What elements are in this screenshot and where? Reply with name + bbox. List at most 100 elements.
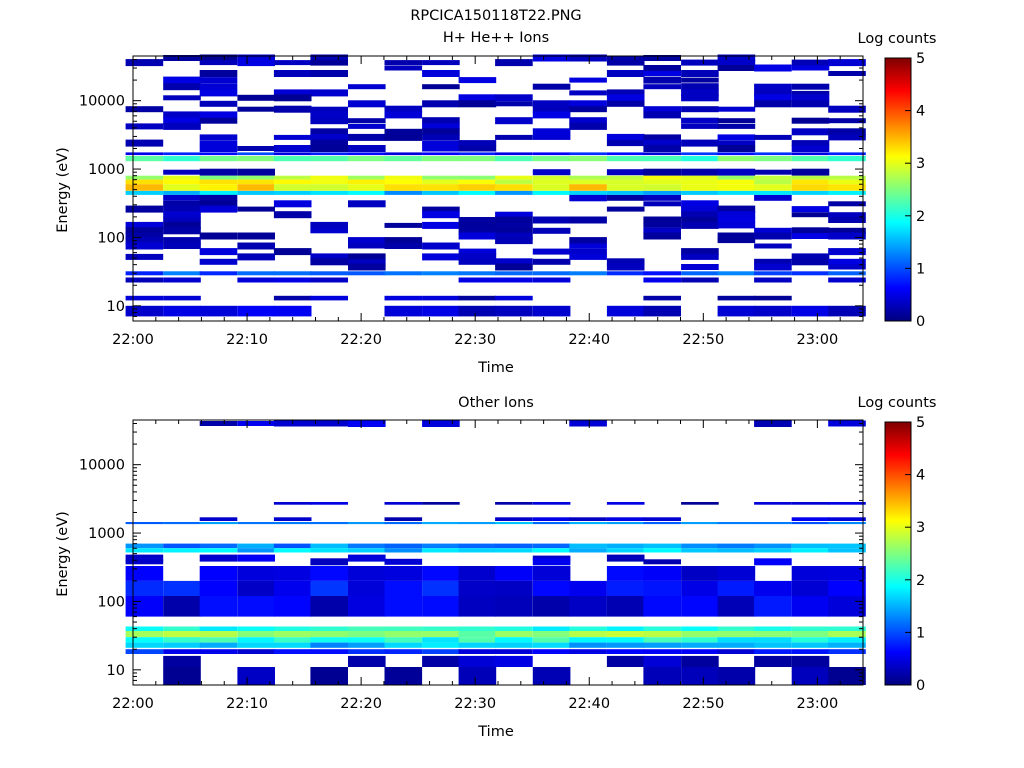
heatmap-cell — [532, 54, 571, 62]
heatmap-cell — [791, 179, 830, 185]
colorbar-label: Log counts — [858, 31, 937, 47]
heatmap-cell — [273, 502, 312, 505]
heatmap-cell — [237, 168, 275, 176]
heatmap-cell — [681, 596, 719, 617]
heatmap-cell — [495, 637, 533, 643]
heatmap-cell — [348, 566, 386, 581]
heatmap-cell — [791, 655, 830, 667]
heatmap-cell — [717, 631, 756, 638]
heatmap-cell — [199, 421, 238, 426]
heatmap-cell — [273, 70, 312, 77]
heatmap-cell — [791, 642, 830, 648]
heatmap-cell — [643, 76, 681, 84]
heatmap-cell — [754, 100, 792, 108]
heatmap-cell — [791, 59, 830, 66]
heatmap-cell — [717, 118, 756, 124]
heatmap-cell — [348, 554, 386, 562]
heatmap-cell — [717, 548, 756, 553]
heatmap-cell — [681, 543, 719, 549]
heatmap-cell — [717, 626, 756, 631]
heatmap-cell — [422, 70, 460, 77]
heatmap-cells — [125, 54, 866, 317]
heatmap-cell — [163, 55, 201, 61]
heatmap-cell — [310, 649, 348, 654]
heatmap-cell — [422, 580, 460, 597]
heatmap-cell — [606, 140, 645, 147]
heatmap-cell — [681, 200, 719, 208]
heatmap-cell — [163, 596, 201, 617]
heatmap-cell — [495, 190, 533, 195]
colorbar-tick-label: 1 — [916, 261, 925, 277]
heatmap-cell — [791, 233, 830, 239]
heatmap-cell — [681, 580, 719, 597]
heatmap-cell — [237, 580, 275, 597]
heatmap-cell — [163, 175, 201, 180]
heatmap-cell — [791, 649, 830, 654]
heatmap-cell — [125, 232, 164, 240]
heatmap-cell — [384, 105, 423, 113]
heatmap-cell — [495, 94, 533, 102]
heatmap-cell — [163, 655, 201, 667]
heatmap-cell — [495, 258, 533, 266]
heatmap-cell — [717, 667, 756, 685]
heatmap-cell — [532, 169, 571, 176]
heatmap-cell — [310, 190, 348, 195]
heatmap-cell — [273, 60, 312, 66]
heatmap-cell — [606, 263, 645, 271]
heatmap-cell — [681, 264, 719, 270]
heatmap-cell — [791, 227, 830, 235]
heatmap-cell — [125, 566, 164, 581]
heatmap-cell — [458, 190, 497, 195]
heatmap-cell — [569, 190, 607, 195]
heatmap-cell — [643, 179, 681, 185]
heatmap-cell — [348, 655, 386, 667]
heatmap-cell — [791, 517, 830, 521]
heatmap-cell — [273, 145, 312, 152]
heatmap-cell — [828, 642, 866, 648]
heatmap-cell — [828, 105, 866, 113]
heatmap-cell — [717, 305, 756, 317]
heatmap-cell — [754, 637, 792, 643]
heatmap-cell — [532, 637, 571, 643]
heatmap-cell — [681, 70, 719, 77]
heatmap-cell — [681, 184, 719, 191]
heatmap-cell — [791, 117, 830, 124]
heatmap-cell — [495, 263, 533, 271]
heatmap-cell — [754, 156, 792, 162]
heatmap-cell — [310, 89, 348, 97]
heatmap-cell — [606, 89, 645, 97]
heatmap-cell — [791, 94, 830, 102]
heatmap-cell — [199, 111, 238, 119]
heatmap-cell — [199, 194, 238, 202]
heatmap-cell — [199, 580, 238, 597]
heatmap-cell — [606, 543, 645, 549]
heatmap-cell — [458, 179, 497, 185]
colorbar-tick-label: 0 — [916, 314, 925, 330]
heatmap-cell — [754, 169, 792, 175]
heatmap-cell — [125, 237, 164, 245]
heatmap-cell — [237, 642, 275, 648]
heatmap-cell — [199, 140, 238, 146]
heatmap-cell — [717, 522, 756, 525]
heatmap-cell — [163, 548, 201, 553]
heatmap-cell — [125, 642, 164, 648]
heatmap-cell — [384, 175, 423, 180]
heatmap-cell — [681, 59, 719, 66]
x-tick-label: 23:00 — [796, 696, 838, 712]
heatmap-cell — [754, 420, 792, 427]
heatmap-cell — [422, 637, 460, 643]
heatmap-cell — [569, 642, 607, 648]
heatmap-cell — [643, 194, 681, 201]
heatmap-cell — [458, 100, 497, 108]
heatmap-cell — [458, 655, 497, 667]
heatmap-cell — [237, 253, 275, 261]
heatmap-cell — [532, 517, 571, 521]
heatmap-cell — [569, 237, 607, 245]
heatmap-cell — [495, 596, 533, 617]
heatmap-cell — [273, 580, 312, 597]
heatmap-cell — [384, 152, 423, 156]
heatmap-cell — [237, 421, 275, 426]
heatmap-cell — [163, 221, 201, 229]
heatmap-cell — [569, 543, 607, 549]
heatmap-cell — [125, 59, 164, 67]
